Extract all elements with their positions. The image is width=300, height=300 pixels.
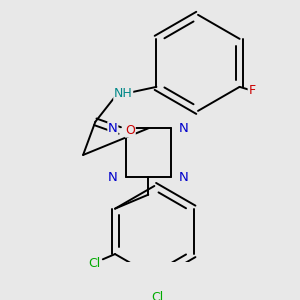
Text: N: N — [179, 122, 189, 135]
Text: O: O — [125, 124, 135, 137]
Text: NH: NH — [114, 87, 133, 101]
Text: Cl: Cl — [152, 291, 164, 300]
Text: N: N — [108, 122, 118, 135]
Text: Cl: Cl — [88, 257, 100, 270]
Text: N: N — [108, 171, 118, 184]
Text: N: N — [179, 171, 189, 184]
Text: F: F — [248, 84, 255, 97]
